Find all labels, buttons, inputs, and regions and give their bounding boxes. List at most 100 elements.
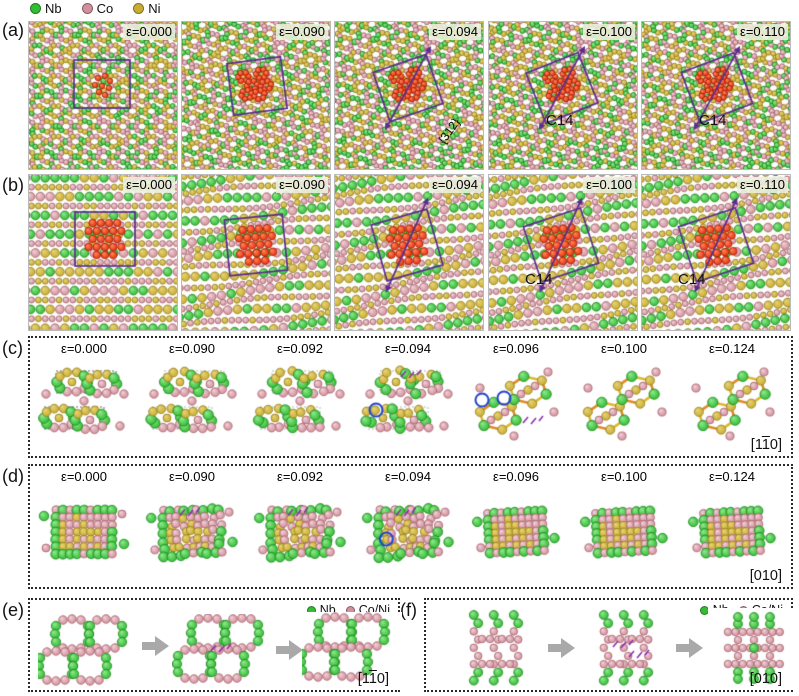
- cluster-canvas: [572, 360, 676, 448]
- panel-c-frame-3: ε=0.092: [248, 340, 352, 448]
- panel-f-letter: (f): [400, 600, 417, 620]
- panel-b-frame-2: ε=0.090: [181, 174, 331, 331]
- atomistic-view-canvas: [335, 22, 483, 169]
- strain-label: ε=0.000: [123, 177, 175, 193]
- strain-label: ε=0.090: [169, 341, 215, 356]
- strain-label: ε=0.124: [709, 469, 755, 484]
- panel-d-box: ε=0.000 ε=0.090 ε=0.092 ε=0.094 ε=0.096 …: [28, 464, 793, 589]
- strain-label: ε=0.096: [493, 469, 539, 484]
- panel-e-letter: (e): [2, 600, 24, 620]
- atomistic-view-canvas: [642, 175, 790, 330]
- strain-label: ε=0.000: [61, 341, 107, 356]
- strain-label: ε=0.090: [276, 177, 328, 193]
- atomistic-view-canvas: [489, 175, 637, 330]
- panel-b-frame-3: ε=0.094: [334, 174, 484, 331]
- transition-arrow-icon: [276, 640, 303, 660]
- panel-f-box: Nb Co/Ni [010]: [424, 598, 799, 692]
- panel-c-frame-1: ε=0.000: [32, 340, 136, 448]
- panel-d-frame-2: ε=0.090: [140, 468, 244, 576]
- dir-post: 0]: [769, 437, 782, 453]
- panel-c-frame-6: ε=0.100: [572, 340, 676, 448]
- panel-d-frame-3: ε=0.092: [248, 468, 352, 576]
- atomistic-view-canvas: [29, 22, 177, 169]
- structure-stage-canvas: [708, 608, 799, 688]
- panel-c-box: ε=0.000 ε=0.090 ε=0.092 ε=0.094 ε=0.096 …: [28, 336, 793, 458]
- c14-phase-label: C14: [546, 112, 574, 129]
- direction-label: [110]: [751, 437, 782, 453]
- atomistic-view-canvas: [642, 22, 790, 169]
- cluster-canvas: [464, 360, 568, 448]
- atomistic-view-canvas: [182, 22, 330, 169]
- panel-d-letter: (d): [2, 466, 24, 486]
- cluster-canvas: [464, 488, 568, 576]
- atomistic-view-canvas: [335, 175, 483, 330]
- dir-pre: [1: [750, 437, 762, 453]
- direction-label: [010]: [750, 671, 782, 687]
- panel-a-frame-3: ε=0.094 {312}: [334, 21, 484, 170]
- strain-label: ε=0.124: [709, 341, 755, 356]
- panel-c-frame-7: ε=0.124: [680, 340, 784, 448]
- strain-label: ε=0.000: [61, 469, 107, 484]
- transition-arrow-icon: [548, 638, 575, 658]
- panel-a-letter: (a): [2, 20, 24, 40]
- dir-pre: [1: [357, 671, 369, 687]
- structure-stage-canvas: [450, 608, 542, 688]
- strain-label: ε=0.090: [169, 469, 215, 484]
- panel-c-frame-2: ε=0.090: [140, 340, 244, 448]
- cluster-canvas: [572, 488, 676, 576]
- panel-b-frame-4: ε=0.100 C14: [488, 174, 638, 331]
- legend-label: Ni: [148, 1, 161, 16]
- strain-label: ε=0.092: [277, 469, 323, 484]
- atomistic-view-canvas: [489, 22, 637, 169]
- c14-phase-label: C14: [525, 271, 553, 288]
- panel-b-letter: (b): [2, 175, 24, 195]
- transition-arrow-icon: [142, 636, 169, 656]
- panel-c-frame-4: ε=0.094: [356, 340, 460, 448]
- strain-label: ε=0.094: [429, 24, 481, 40]
- panel-b-frame-1: ε=0.000: [28, 174, 178, 331]
- panel-e-box: Nb Co/Ni [110]: [28, 598, 402, 692]
- strain-label: ε=0.110: [737, 24, 788, 40]
- panel-c-letter: (c): [2, 338, 23, 358]
- strain-label: ε=0.100: [583, 177, 635, 193]
- nb-atom-icon: [30, 3, 41, 14]
- strain-label: ε=0.100: [601, 469, 647, 484]
- direction-label: [110]: [358, 671, 389, 687]
- panel-d-frame-6: ε=0.100: [572, 468, 676, 576]
- panel-a-frame-4: ε=0.100 C14: [488, 21, 638, 170]
- panel-d-frame-7: ε=0.124: [680, 468, 784, 576]
- panel-d-frame-4: ε=0.094: [356, 468, 460, 576]
- strain-label: ε=0.100: [601, 341, 647, 356]
- panel-c-frame-5: ε=0.096: [464, 340, 568, 448]
- ni-atom-icon: [133, 3, 145, 14]
- dir-pre: [010]: [749, 568, 782, 584]
- cluster-canvas: [248, 488, 352, 576]
- cluster-canvas: [356, 488, 460, 576]
- cluster-canvas: [32, 488, 136, 576]
- cluster-canvas: [248, 360, 352, 448]
- structure-stage-canvas: [172, 614, 272, 690]
- dir-bar: 1: [368, 671, 377, 687]
- structure-stage-canvas: [38, 614, 138, 690]
- cluster-canvas: [680, 488, 784, 576]
- transition-arrow-icon: [676, 638, 703, 658]
- legend-item-nb: Nb: [30, 1, 62, 16]
- direction-label: [010]: [750, 568, 782, 584]
- panel-d-frame-1: ε=0.000: [32, 468, 136, 576]
- strain-label: ε=0.094: [385, 341, 431, 356]
- dir-bar: 1: [761, 437, 770, 453]
- strain-label: ε=0.094: [429, 177, 481, 193]
- legend-item-co: Co: [81, 1, 114, 16]
- legend-label: Co: [96, 1, 114, 16]
- panel-a-frame-5: ε=0.110 C14: [641, 21, 791, 170]
- cluster-canvas: [32, 360, 136, 448]
- c14-phase-label: C14: [678, 271, 706, 288]
- strain-label: ε=0.096: [493, 341, 539, 356]
- legend: Nb Co Ni: [30, 1, 161, 16]
- cluster-canvas: [140, 488, 244, 576]
- panel-a-frame-1: ε=0.000: [28, 21, 178, 170]
- panel-b-frame-5: ε=0.110 C14: [641, 174, 791, 331]
- atomistic-view-canvas: [29, 175, 177, 330]
- strain-label: ε=0.090: [276, 24, 328, 40]
- panel-a-frame-2: ε=0.090: [181, 21, 331, 170]
